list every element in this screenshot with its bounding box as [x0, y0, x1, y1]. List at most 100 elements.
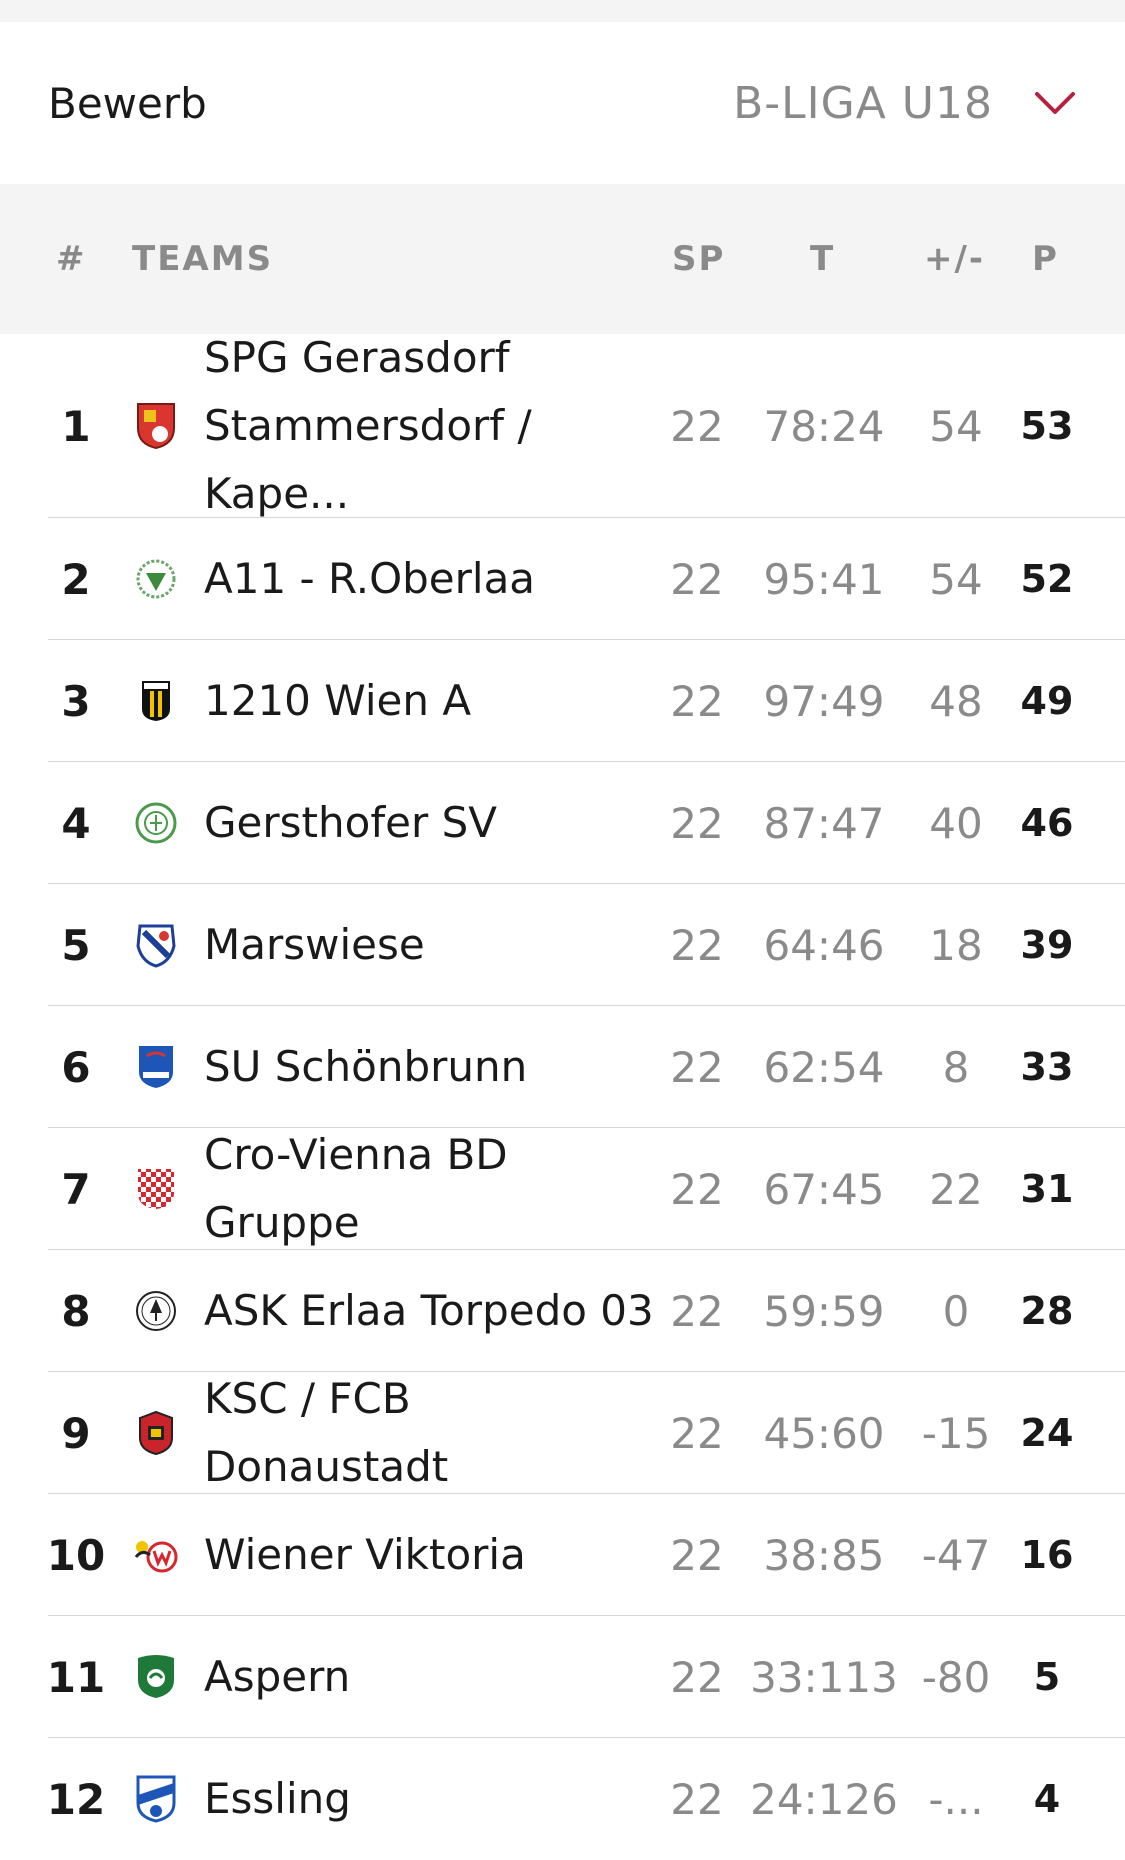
goals: 45:60 — [763, 1408, 885, 1458]
goals: 87:47 — [763, 798, 885, 848]
table-row[interactable]: 4 Gersthofer SV 22 87:47 40 46 — [0, 762, 1125, 884]
table-row[interactable]: 8 ASK Erlaa Torpedo 03 22 59:59 0 28 — [0, 1250, 1125, 1372]
goals: 67:45 — [763, 1164, 885, 1214]
points: 31 — [1020, 1167, 1074, 1211]
goals: 64:46 — [763, 920, 885, 970]
header-diff: +/- — [924, 239, 986, 279]
row-divider — [48, 1249, 1125, 1250]
header-teams: TEAMS — [132, 239, 274, 279]
shield-yellow-black-icon — [132, 640, 180, 762]
team-name[interactable]: Cro-Vienna BD Gruppe — [204, 1130, 508, 1247]
goals: 33:113 — [750, 1652, 898, 1702]
table-row[interactable]: 10 Wiener Viktoria 22 38:85 -47 16 — [0, 1494, 1125, 1616]
shield-red-icon — [132, 334, 180, 518]
chevron-down-icon[interactable] — [1033, 88, 1077, 118]
team-name[interactable]: 1210 Wien A — [204, 676, 472, 725]
table-row[interactable]: 1 SPG Gerasdorf Stammersdorf / Kape... 22… — [0, 333, 1125, 518]
goal-difference: 54 — [929, 554, 983, 604]
table-row[interactable]: 11 Aspern 22 33:113 -80 5 — [0, 1616, 1125, 1738]
games-played: 22 — [670, 1408, 724, 1458]
goal-difference: 0 — [942, 1286, 970, 1336]
row-divider — [48, 1005, 1125, 1006]
row-position: 4 — [61, 798, 91, 848]
goals: 78:24 — [763, 401, 885, 451]
goals: 62:54 — [763, 1042, 885, 1092]
table-row[interactable]: 3 1210 Wien A 22 97:49 48 49 — [0, 640, 1125, 762]
points: 46 — [1020, 801, 1074, 845]
table-row[interactable]: 12 Essling 22 24:126 -... 4 — [0, 1738, 1125, 1860]
games-played: 22 — [670, 401, 724, 451]
row-divider — [48, 883, 1125, 884]
team-name[interactable]: SU Schönbrunn — [204, 1042, 528, 1091]
crest-green-circle-icon — [132, 518, 180, 640]
games-played: 22 — [670, 920, 724, 970]
points: 39 — [1020, 923, 1074, 967]
team-name[interactable]: ASK Erlaa Torpedo 03 — [204, 1286, 654, 1335]
team-name-line1: SPG Gerasdorf — [204, 333, 510, 382]
table-row[interactable]: 7 Cro-Vienna BD Gruppe 22 67:45 22 31 — [0, 1128, 1125, 1250]
points: 28 — [1020, 1289, 1074, 1333]
goals: 97:49 — [763, 676, 885, 726]
goal-difference: -... — [928, 1774, 984, 1824]
competition-label: Bewerb — [48, 78, 207, 128]
top-strip — [0, 0, 1125, 22]
team-name[interactable]: KSC / FCB Donaustadt — [204, 1374, 449, 1491]
team-name[interactable]: Aspern — [204, 1652, 351, 1701]
header-pos: # — [56, 239, 87, 279]
games-played: 22 — [670, 1286, 724, 1336]
games-played: 22 — [670, 1164, 724, 1214]
competition-selector[interactable]: Bewerb B-LIGA U18 — [0, 22, 1125, 184]
team-name[interactable]: Wiener Viktoria — [204, 1530, 526, 1579]
header-pts: P — [1032, 239, 1059, 279]
table-header: # TEAMS SP T +/- P — [0, 184, 1125, 334]
points: 49 — [1020, 679, 1074, 723]
row-position: 6 — [61, 1042, 91, 1092]
goal-difference: 40 — [929, 798, 983, 848]
row-divider — [48, 1371, 1125, 1372]
row-position: 11 — [46, 1652, 106, 1702]
team-name-line2: Stammersdorf / Kape... — [204, 401, 532, 518]
standings-table: 1 SPG Gerasdorf Stammersdorf / Kape... 22… — [0, 333, 1125, 1860]
row-position: 3 — [61, 676, 91, 726]
games-played: 22 — [670, 1774, 724, 1824]
team-name[interactable]: SPG Gerasdorf Stammersdorf / Kape... — [204, 333, 654, 518]
row-position: 1 — [61, 401, 91, 451]
crest-red-w-icon — [132, 1494, 180, 1616]
team-name[interactable]: A11 - R.Oberlaa — [204, 554, 536, 603]
points: 53 — [1020, 404, 1074, 448]
tree-circle-icon — [132, 1250, 180, 1372]
row-position: 10 — [46, 1530, 106, 1580]
row-divider — [48, 1493, 1125, 1494]
points: 5 — [1033, 1655, 1061, 1699]
games-played: 22 — [670, 1530, 724, 1580]
table-row[interactable]: 5 Marswiese 22 64:46 18 39 — [0, 884, 1125, 1006]
team-name[interactable]: Essling — [204, 1774, 351, 1823]
goal-difference: 54 — [929, 401, 983, 451]
row-position: 12 — [46, 1774, 106, 1824]
row-divider — [48, 517, 1125, 518]
table-row[interactable]: 6 SU Schönbrunn 22 62:54 8 33 — [0, 1006, 1125, 1128]
goal-difference: 8 — [942, 1042, 970, 1092]
team-name[interactable]: Gersthofer SV — [204, 798, 497, 847]
row-divider — [48, 639, 1125, 640]
games-played: 22 — [670, 1042, 724, 1092]
goal-difference: 48 — [929, 676, 983, 726]
row-position: 2 — [61, 554, 91, 604]
competition-value[interactable]: B-LIGA U18 — [733, 77, 993, 129]
games-played: 22 — [670, 1652, 724, 1702]
goal-difference: 22 — [929, 1164, 983, 1214]
games-played: 22 — [670, 554, 724, 604]
header-t: T — [810, 239, 836, 279]
table-row[interactable]: 2 A11 - R.Oberlaa 22 95:41 54 52 — [0, 518, 1125, 640]
competition-value-group[interactable]: B-LIGA U18 — [733, 78, 1077, 129]
row-divider — [48, 1615, 1125, 1616]
games-played: 22 — [670, 798, 724, 848]
table-row[interactable]: 9 KSC / FCB Donaustadt 22 45:60 -15 24 — [0, 1372, 1125, 1494]
row-position: 9 — [61, 1408, 91, 1458]
points: 52 — [1020, 557, 1074, 601]
header-sp: SP — [672, 239, 726, 279]
row-divider — [48, 761, 1125, 762]
row-divider — [48, 1737, 1125, 1738]
team-name[interactable]: Marswiese — [204, 920, 425, 969]
goal-difference: -80 — [921, 1652, 991, 1702]
